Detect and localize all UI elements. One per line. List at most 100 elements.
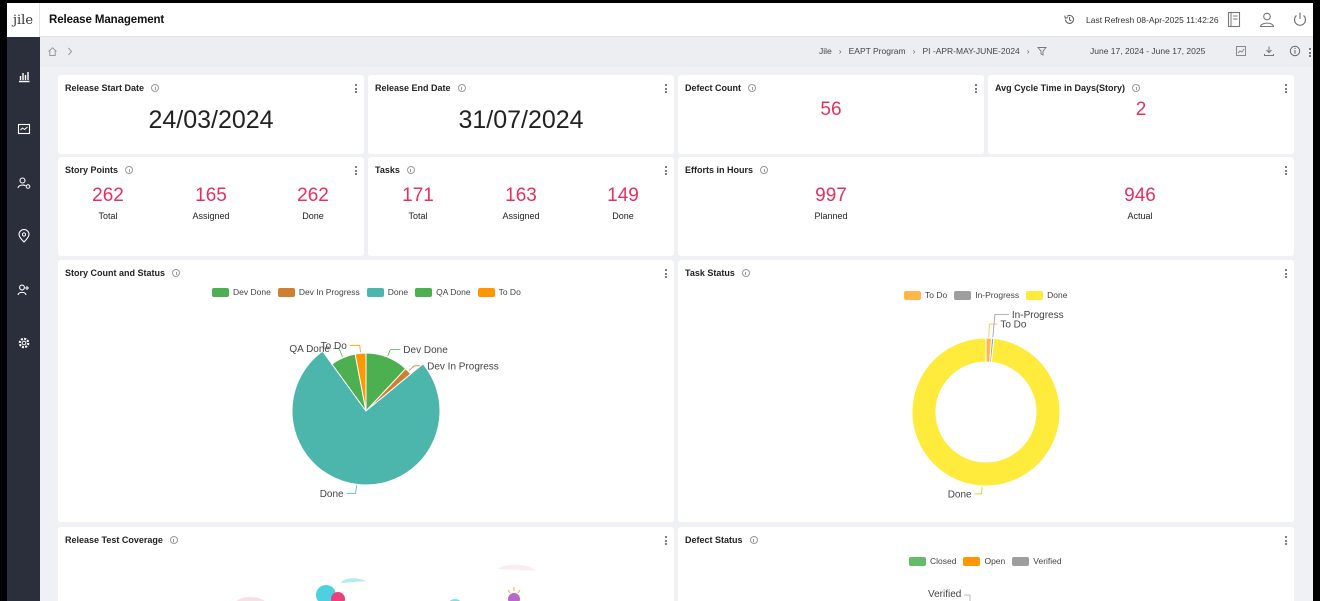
story-points-card: Story Points 262 Total 165 Assigned 262 Don… [58,157,364,256]
stat-total: 171 Total [402,185,434,221]
more-options-icon[interactable] [664,166,667,175]
slice-label: To Do [321,341,348,352]
notebook-icon[interactable] [1226,11,1242,28]
defect-count-value: 56 [820,99,842,120]
legend-item[interactable]: To Do [477,287,521,297]
pie-slice-done[interactable] [291,350,441,486]
more-options-icon[interactable] [354,84,357,93]
slice-label: To Do [1000,320,1027,331]
info-icon[interactable] [169,536,178,544]
legend-item[interactable]: QA Done [415,287,471,297]
legend-item[interactable]: Dev In Progress [277,287,360,297]
release-start-date-value: 24/03/2024 [148,106,274,134]
breadcrumb-bar: Jile › EAPT Program › PI -APR-MAY-JUNE-2… [40,37,1313,67]
card-title: Story Count and Status [65,268,181,278]
more-options-icon[interactable] [1284,166,1287,175]
sidebar-item-location[interactable] [7,223,40,249]
card-title: Avg Cycle Time in Days(Story) [995,83,1141,93]
more-options-icon[interactable] [1308,48,1311,57]
chart-legend: Closed Open Verified [909,556,1069,566]
slice-label: In-Progress [1012,310,1064,321]
defect-status-card: Defect Status Closed Open Verified Verif… [678,527,1294,601]
home-icon[interactable] [47,46,58,57]
pie-slice-done[interactable] [911,337,1061,487]
stat-actual: 946 Actual [1124,185,1156,221]
label-leader-line [988,323,998,338]
legend-label: Dev Done [233,287,271,297]
date-range-picker[interactable]: June 17, 2024 - June 17, 2025 [1090,46,1206,56]
history-icon[interactable] [1063,13,1076,26]
more-options-icon[interactable] [664,536,667,545]
chart-view-icon[interactable] [1235,45,1247,57]
more-options-icon[interactable] [974,84,977,93]
jile-logo[interactable]: jile [7,3,40,37]
legend-label: In-Progress [975,290,1020,300]
legend-item[interactable]: Done [1026,290,1067,300]
download-icon[interactable] [1263,45,1275,57]
more-options-icon[interactable] [664,269,667,278]
team-icon [16,284,29,296]
card-title: Story Points [65,165,134,175]
more-options-icon[interactable] [354,166,357,175]
filter-icon[interactable] [1036,46,1047,56]
avg-cycle-time-card: Avg Cycle Time in Days(Story) 2 [988,75,1294,154]
legend-item[interactable]: Closed [909,556,956,566]
chevron-right-icon: › [912,46,916,56]
user-settings-icon [16,177,30,189]
info-icon[interactable] [172,269,181,277]
legend-swatch [415,287,433,297]
info-icon[interactable] [749,536,758,544]
sidebar-item-board[interactable] [7,116,40,142]
card-title: Release Test Coverage [65,535,178,545]
tasks-card: Tasks 171 Total 163 Assigned 149 Done [368,157,674,256]
info-icon[interactable] [748,84,756,92]
card-title: Efforts in Hours [685,165,769,175]
info-icon[interactable] [125,166,134,174]
sidebar-item-team[interactable] [7,277,40,303]
legend-item[interactable]: Open [963,556,1005,566]
legend-item[interactable]: Verified [1012,556,1062,566]
breadcrumb-item[interactable]: PI -APR-MAY-JUNE-2024 [922,46,1020,56]
slice-label: Dev In Progress [427,361,499,372]
more-options-icon[interactable] [664,84,667,93]
more-options-icon[interactable] [1284,269,1287,278]
label-leader-line [387,349,401,357]
legend-item[interactable]: Done [366,287,409,297]
more-options-icon[interactable] [1284,84,1287,93]
info-icon[interactable] [1289,45,1301,57]
power-icon[interactable] [1292,11,1308,28]
card-title: Defect Count [685,83,756,93]
legend-swatch [904,290,921,300]
story-count-status-card: Story Count and Status Dev Done Dev In Pr… [58,260,674,522]
label-leader-line [332,348,343,358]
stat-done: 262 Done [297,185,329,221]
slice-label: Done [320,489,344,500]
info-icon[interactable] [151,84,160,92]
breadcrumb-item[interactable]: EAPT Program [848,46,906,56]
legend-item[interactable]: In-Progress [954,290,1019,300]
chevron-right-icon: › [838,46,842,56]
sidebar-item-dashboard[interactable] [7,63,40,89]
more-options-icon[interactable] [1284,536,1287,545]
bar-chart-icon [18,72,29,83]
legend-label: QA Done [436,287,471,297]
info-icon[interactable] [406,166,415,174]
avg-cycle-time-value: 2 [1135,99,1147,120]
info-icon[interactable] [760,166,769,174]
info-icon[interactable] [1132,84,1141,92]
user-icon[interactable] [1259,11,1275,28]
stat-total: 262 Total [92,185,124,221]
legend-item[interactable]: Dev Done [212,287,271,297]
legend-label: To Do [925,290,948,300]
breadcrumb-item[interactable]: Jile [819,46,832,56]
legend-item[interactable]: To Do [904,290,947,300]
legend-label: Done [387,287,409,297]
card-title: Task Status [685,268,750,278]
info-icon[interactable] [457,84,466,92]
sidebar-item-users[interactable] [7,170,40,196]
pie-slice-to-do[interactable] [354,352,367,412]
label-leader-line [349,344,361,353]
info-icon[interactable] [741,269,750,277]
sidebar-item-settings[interactable] [7,330,40,356]
